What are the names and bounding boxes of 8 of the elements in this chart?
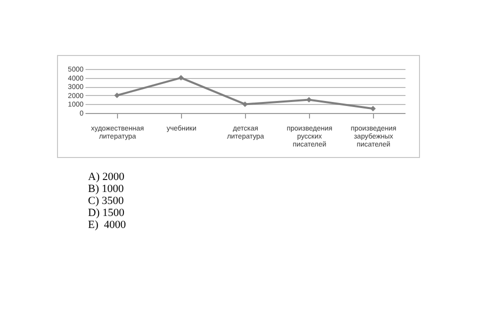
point: [178, 75, 184, 81]
point: [114, 92, 120, 98]
point: [370, 106, 376, 112]
text: B) 1000: [88, 183, 124, 195]
text: C) 3500: [88, 195, 124, 207]
text: E) 4000: [88, 219, 126, 231]
text: D) 1500: [88, 207, 124, 219]
text: A) 2000: [88, 171, 124, 183]
